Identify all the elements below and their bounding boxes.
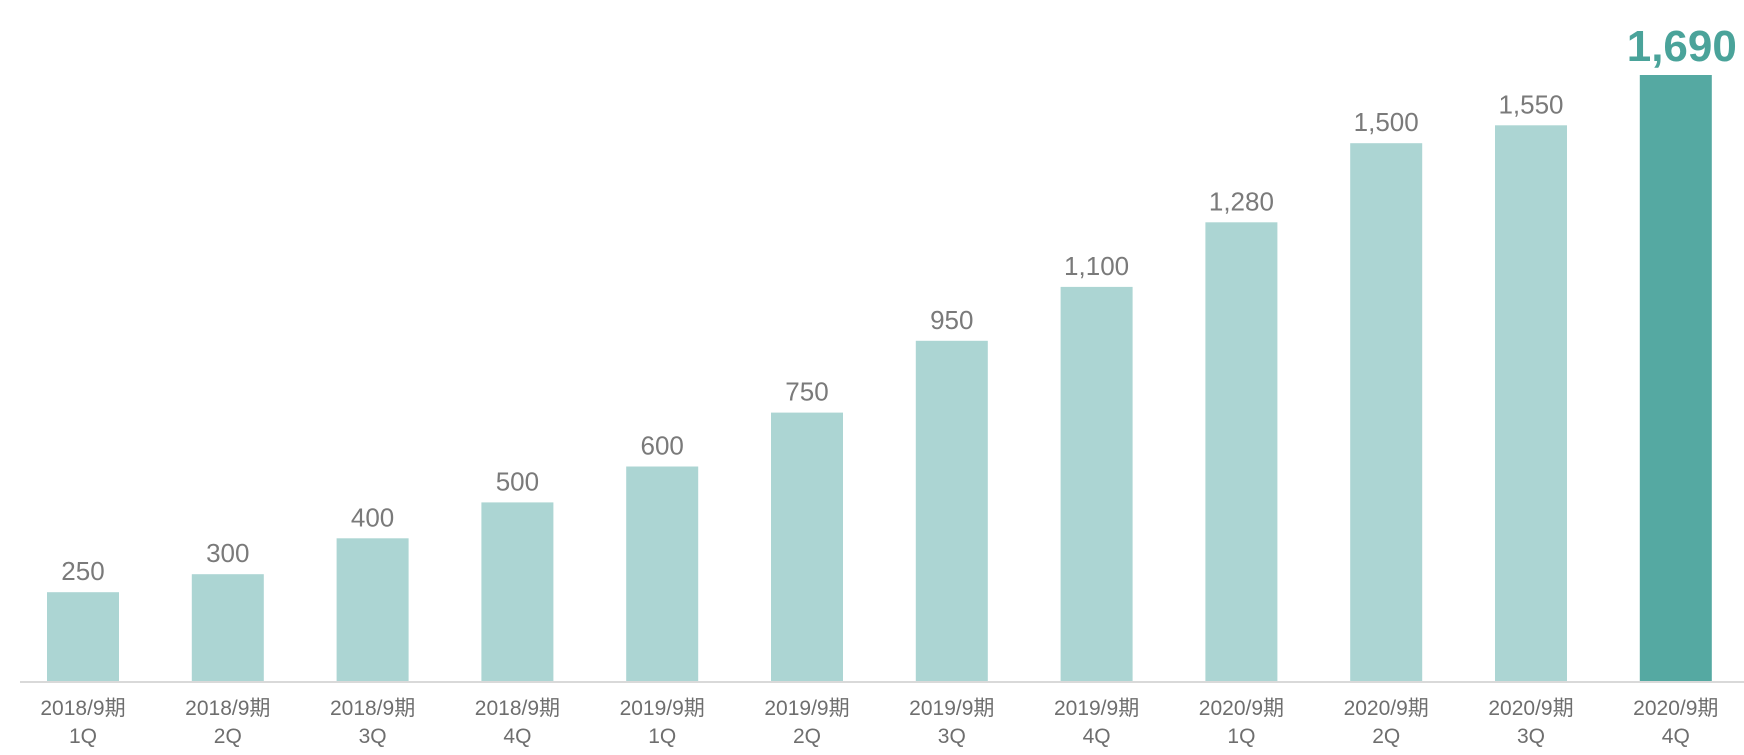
value-label-4: 500 — [496, 466, 539, 496]
tick-label-11: 2020/9期 3Q — [1488, 697, 1573, 748]
tick-label-line: 2020/9期 — [1199, 697, 1284, 720]
bar-1 — [47, 592, 119, 682]
tick-label-line: 1Q — [69, 725, 97, 748]
value-label-2: 300 — [206, 538, 249, 568]
tick-label-2: 2018/9期 2Q — [185, 697, 270, 748]
value-label-3: 400 — [351, 502, 394, 532]
tick-label-line: 2020/9期 — [1488, 697, 1573, 720]
tick-label-4: 2018/9期 4Q — [475, 697, 560, 748]
bars-layer — [47, 75, 1712, 683]
tick-label-line: 3Q — [1517, 725, 1545, 748]
value-label-12: 1,690 — [1627, 22, 1737, 71]
value-label-10: 1,500 — [1354, 107, 1419, 137]
bar-10 — [1350, 143, 1423, 682]
tick-label-line: 2Q — [793, 725, 821, 748]
tick-label-3: 2018/9期 3Q — [330, 697, 415, 748]
bar-11 — [1495, 125, 1567, 683]
tick-label-line: 4Q — [1662, 725, 1690, 748]
tick-label-1: 2018/9期 1Q — [40, 697, 125, 748]
bar-7 — [915, 340, 988, 682]
tick-label-8: 2019/9期 4Q — [1054, 697, 1139, 748]
tick-label-line: 2Q — [1372, 725, 1400, 748]
value-label-9: 1,280 — [1209, 186, 1274, 216]
tick-label-line: 2018/9期 — [185, 697, 270, 720]
tick-label-line: 2018/9期 — [475, 697, 560, 720]
bar-8 — [1060, 286, 1133, 682]
tick-label-line: 1Q — [648, 725, 676, 748]
value-label-11: 1,550 — [1498, 89, 1563, 119]
bar-6 — [771, 412, 843, 682]
tick-label-line: 2018/9期 — [330, 697, 415, 720]
bar-5 — [626, 466, 699, 682]
bar-12 — [1639, 75, 1712, 682]
tick-label-9: 2020/9期 1Q — [1199, 697, 1284, 748]
tick-label-line: 3Q — [359, 725, 387, 748]
tick-label-line: 2019/9期 — [620, 697, 705, 720]
tick-label-line: 2019/9期 — [1054, 697, 1139, 720]
bar-2 — [191, 574, 264, 682]
tick-label-line: 2018/9期 — [40, 697, 125, 720]
value-labels-layer: 250 300 400 500 600 750 950 1,100 1,280 1,500 1,55… — [61, 22, 1737, 586]
tick-label-5: 2019/9期 1Q — [620, 697, 705, 748]
tick-label-line: 2020/9期 — [1633, 697, 1718, 720]
tick-label-line: 4Q — [503, 725, 531, 748]
tick-label-line: 3Q — [938, 725, 966, 748]
value-label-6: 750 — [785, 377, 828, 407]
value-label-8: 1,100 — [1064, 251, 1129, 281]
tick-label-6: 2019/9期 2Q — [764, 697, 849, 748]
value-label-7: 950 — [930, 305, 973, 335]
bar-9 — [1205, 222, 1278, 683]
bar-4 — [481, 502, 554, 682]
tick-label-line: 2019/9期 — [909, 697, 994, 720]
tick-label-line: 4Q — [1083, 725, 1111, 748]
bar-3 — [336, 538, 409, 682]
tick-label-7: 2019/9期 3Q — [909, 697, 994, 748]
tick-label-10: 2020/9期 2Q — [1344, 697, 1429, 748]
value-label-1: 250 — [61, 556, 104, 586]
tick-label-line: 2019/9期 — [764, 697, 849, 720]
tick-label-line: 2Q — [214, 725, 242, 748]
tick-label-line: 2020/9期 — [1344, 697, 1429, 720]
tick-label-line: 1Q — [1227, 725, 1255, 748]
value-label-5: 600 — [641, 431, 684, 461]
tick-label-12: 2020/9期 4Q — [1633, 697, 1718, 748]
